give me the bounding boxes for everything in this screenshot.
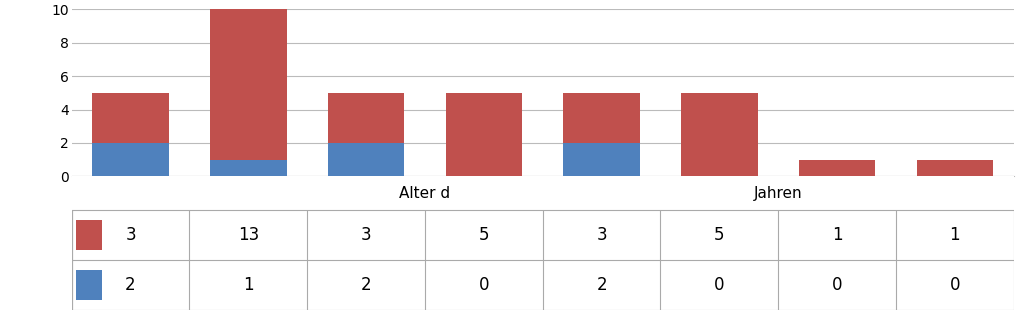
Text: 5: 5 (714, 226, 725, 244)
Bar (563, 93, 640, 143)
Text: 3: 3 (360, 226, 372, 244)
Text: Jahren: Jahren (754, 186, 803, 201)
FancyBboxPatch shape (77, 220, 102, 250)
Text: 2: 2 (125, 276, 136, 294)
Bar (92, 143, 169, 176)
Bar (92, 93, 169, 143)
Text: 2: 2 (360, 276, 372, 294)
FancyBboxPatch shape (77, 270, 102, 300)
Text: 3: 3 (596, 226, 607, 244)
Text: 5: 5 (478, 226, 489, 244)
Text: 13: 13 (238, 226, 259, 244)
Bar (210, 160, 287, 176)
Bar (916, 160, 993, 176)
Text: 1: 1 (243, 276, 254, 294)
Text: 0: 0 (831, 276, 843, 294)
Bar (328, 93, 404, 143)
Text: Alter d: Alter d (399, 186, 451, 201)
Bar (681, 93, 758, 176)
Text: 1: 1 (831, 226, 843, 244)
Bar (563, 143, 640, 176)
Text: 0: 0 (478, 276, 489, 294)
Text: 0: 0 (949, 276, 961, 294)
Bar (210, 0, 287, 160)
Text: 0: 0 (714, 276, 725, 294)
Bar (445, 93, 522, 176)
Text: 3: 3 (125, 226, 136, 244)
Bar (328, 143, 404, 176)
Text: 1: 1 (949, 226, 961, 244)
Text: 2: 2 (596, 276, 607, 294)
Bar (799, 160, 876, 176)
